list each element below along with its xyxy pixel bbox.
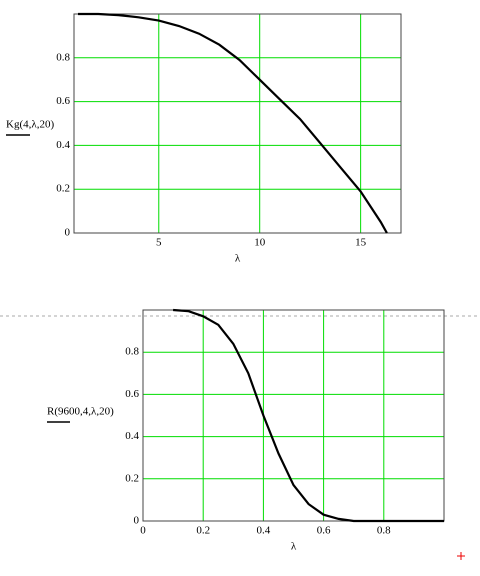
y-tick-label: 0.8 <box>125 346 139 358</box>
x-axis-label: λ <box>235 253 241 265</box>
y-tick-label: 0.6 <box>56 95 70 107</box>
y-axis-label: Kg(4,λ,20) <box>6 119 54 131</box>
y-tick-label: 0.8 <box>56 51 70 63</box>
y-tick-label: 0.6 <box>125 388 139 400</box>
x-tick-label: 0.4 <box>257 525 271 537</box>
plot-frame <box>73 13 402 234</box>
x-tick-label: 0.8 <box>377 525 391 537</box>
x-tick-label: 5 <box>156 237 162 249</box>
x-tick-label: 0.6 <box>317 525 331 537</box>
x-tick-label: 15 <box>355 237 367 249</box>
x-tick-label: 0 <box>140 525 146 537</box>
x-tick-label: 0.2 <box>196 525 210 537</box>
x-tick-label: 10 <box>254 237 266 249</box>
y-tick-label: 0 <box>134 515 140 527</box>
curve <box>173 308 444 523</box>
y-tick-label: 0.4 <box>56 139 70 151</box>
y-axis-label: R(9600,4,λ,20) <box>47 406 114 418</box>
y-tick-label: 0.4 <box>125 430 139 442</box>
y-tick-label: 0.2 <box>125 472 139 484</box>
y-tick-label: 0 <box>65 227 71 239</box>
y-tick-label: 0.2 <box>56 183 70 195</box>
plot-frame <box>142 309 445 522</box>
x-axis-label: λ <box>291 541 297 553</box>
curve <box>78 12 388 234</box>
cursor <box>457 552 465 560</box>
